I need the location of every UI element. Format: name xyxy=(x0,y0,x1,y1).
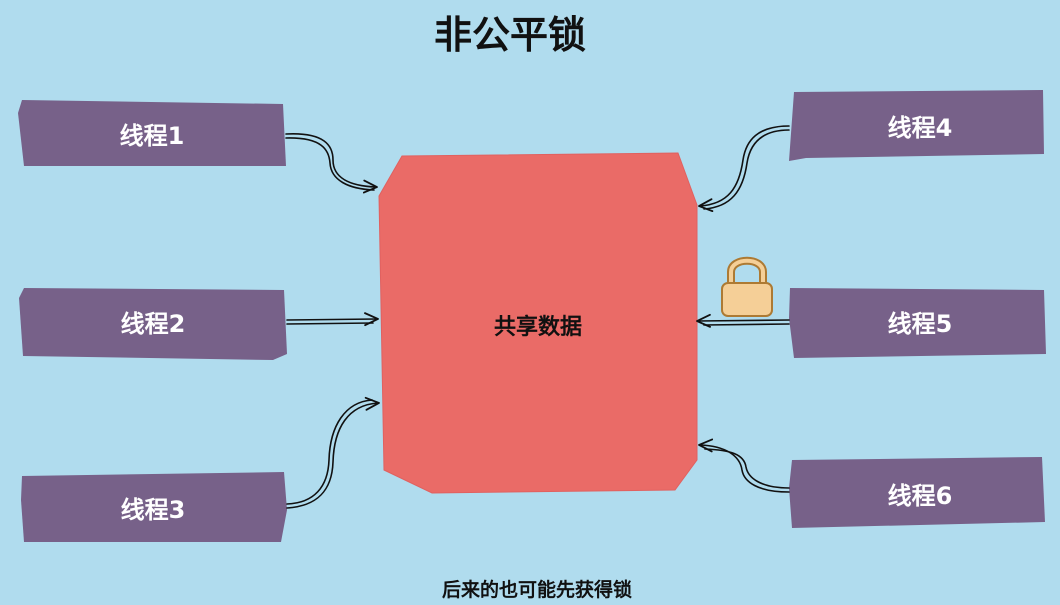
diagram-title: 非公平锁 xyxy=(434,13,586,57)
thread-box-5-shape xyxy=(789,288,1046,358)
arrow-thread-3 xyxy=(286,396,380,509)
thread-box-6: 线程6 xyxy=(789,457,1045,528)
thread-box-5: 线程5 xyxy=(789,288,1046,358)
shared-data-shape xyxy=(378,152,698,494)
padlock-icon xyxy=(721,256,773,317)
thread-label-4: 线程4 xyxy=(888,114,953,142)
arrow-thread-5 xyxy=(696,313,790,328)
thread-box-4: 线程4 xyxy=(789,90,1044,161)
thread-label-1: 线程1 xyxy=(120,122,185,150)
thread-label-3: 线程3 xyxy=(121,496,186,524)
thread-box-2: 线程2 xyxy=(19,288,287,360)
thread-label-6: 线程6 xyxy=(888,482,953,510)
thread-box-3: 线程3 xyxy=(21,472,287,542)
arrow-thread-1 xyxy=(285,133,378,194)
shared-data-label: 共享数据 xyxy=(494,314,582,340)
caption-text: 后来的也可能先获得锁 xyxy=(442,578,632,601)
thread-box-1: 线程1 xyxy=(18,100,286,166)
thread-box-4-shape xyxy=(789,90,1044,161)
thread-box-3-shape xyxy=(21,472,287,542)
thread-label-5: 线程5 xyxy=(888,310,953,338)
arrow-thread-6 xyxy=(698,438,790,493)
thread-box-6-shape xyxy=(789,457,1045,528)
shared-data-block: 共享数据 xyxy=(378,152,698,494)
thread-label-2: 线程2 xyxy=(121,310,186,338)
thread-box-2-shape xyxy=(19,288,287,360)
arrow-thread-4 xyxy=(698,125,790,213)
arrow-thread-2 xyxy=(286,312,379,327)
thread-box-1-shape xyxy=(18,100,286,166)
